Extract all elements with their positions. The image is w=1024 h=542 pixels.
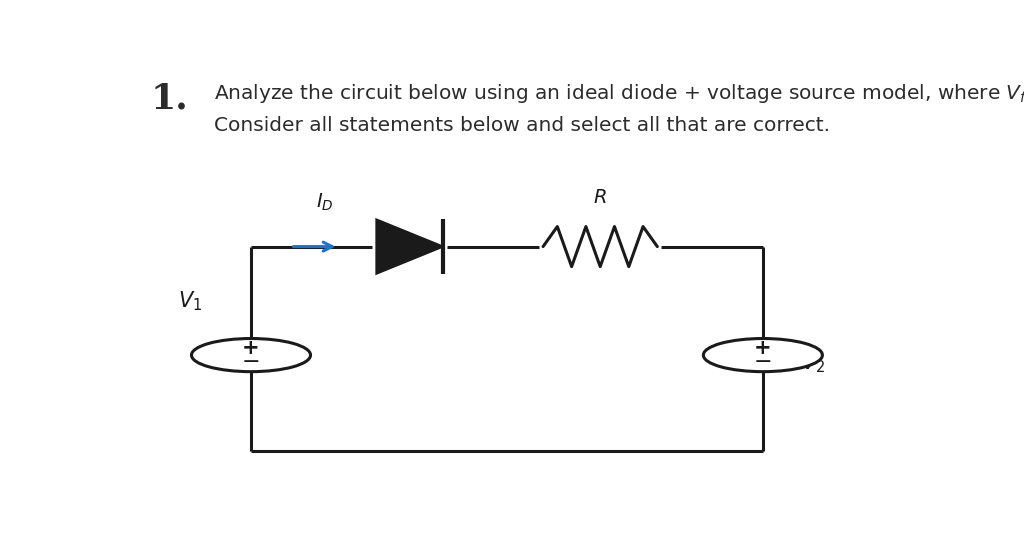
Text: Analyze the circuit below using an ideal diode + voltage source model, where $V_: Analyze the circuit below using an ideal… <box>214 82 1024 105</box>
Text: Consider all statements below and select all that are correct.: Consider all statements below and select… <box>214 116 829 135</box>
Ellipse shape <box>191 339 310 372</box>
Text: $V_1$: $V_1$ <box>177 289 202 313</box>
Text: $R$: $R$ <box>593 188 607 207</box>
Text: +: + <box>754 338 772 358</box>
Ellipse shape <box>703 339 822 372</box>
Text: +: + <box>243 338 260 358</box>
Text: −: − <box>242 352 260 372</box>
Text: $V_2$: $V_2$ <box>801 352 825 375</box>
Text: −: − <box>754 352 772 372</box>
Polygon shape <box>377 220 443 274</box>
Text: $I_D$: $I_D$ <box>316 192 334 213</box>
Text: 1.: 1. <box>151 82 188 116</box>
